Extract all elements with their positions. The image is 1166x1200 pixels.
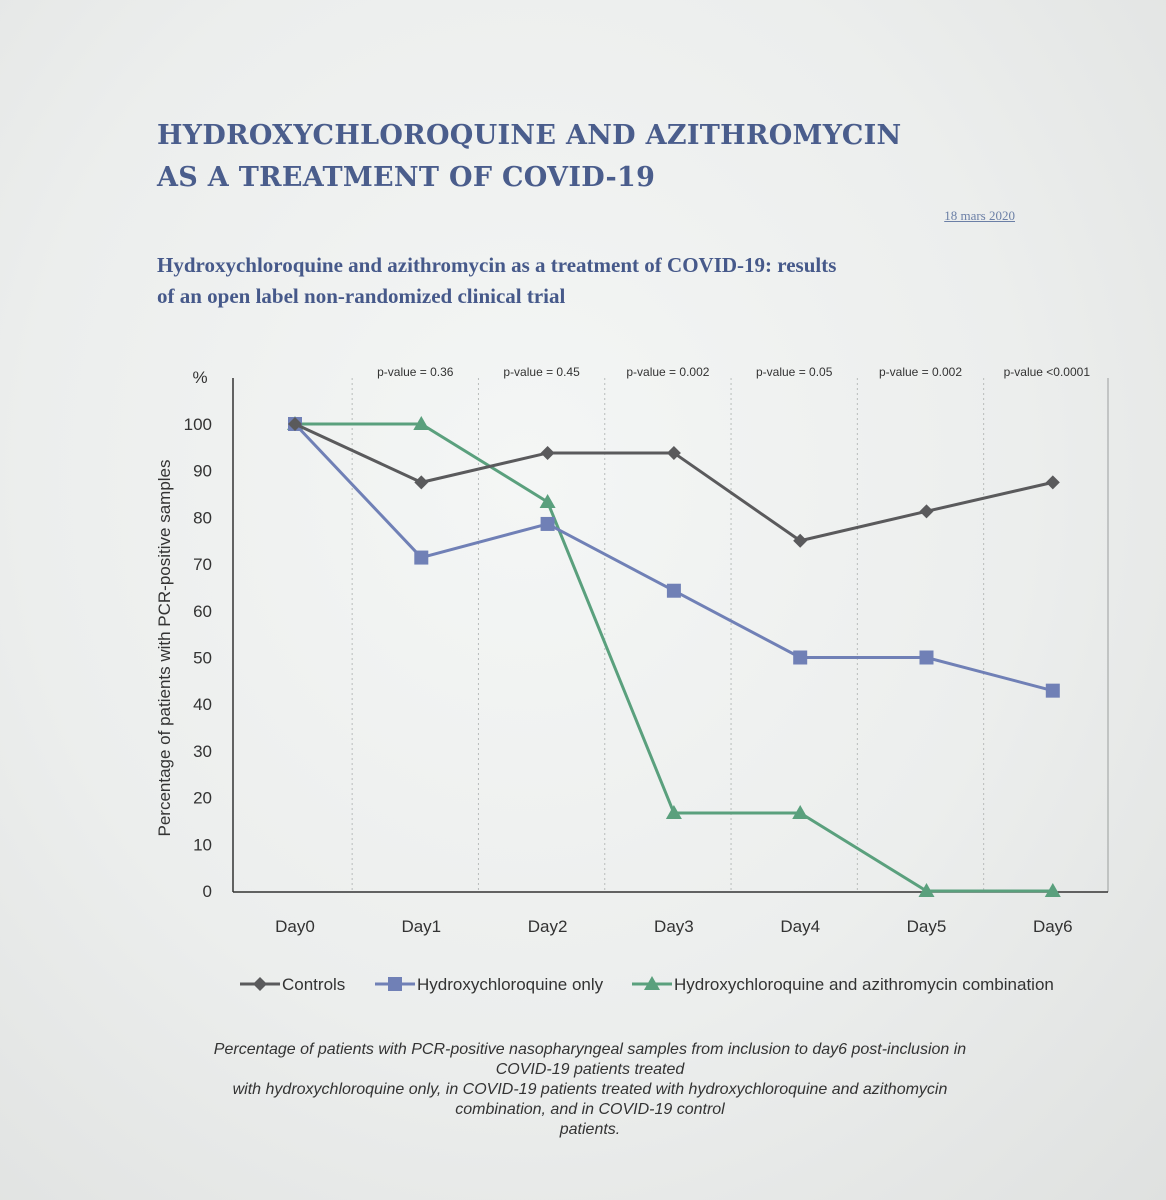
- title-line-2: AS A TREATMENT OF COVID-19: [157, 162, 656, 193]
- legend-marker: [644, 976, 660, 990]
- p-value-annotation: p-value = 0.002: [879, 365, 962, 379]
- p-value-annotation: p-value = 0.45: [503, 365, 580, 379]
- x-tick-label: Day3: [654, 917, 694, 936]
- data-point: [793, 650, 808, 665]
- title-line-1: HYDROXYCHLOROQUINE AND AZITHROMYCIN: [157, 120, 902, 151]
- series-line: [295, 422, 1053, 893]
- y-tick-label: 10: [193, 835, 212, 854]
- subtitle-line-1: Hydroxychloroquine and azithromycin as a…: [157, 253, 837, 277]
- caption-line-2: COVID-19 patients treated: [495, 1061, 685, 1078]
- figure-caption: Percentage of patients with PCR-positive…: [150, 1040, 1030, 1140]
- data-point: [1044, 883, 1061, 897]
- y-tick-label: 60: [193, 602, 212, 621]
- legend-label: Hydroxychloroquine and azithromycin comb…: [674, 975, 1054, 994]
- data-point: [919, 504, 934, 519]
- p-value-annotation: p-value <0.0001: [1004, 365, 1091, 379]
- x-tick-label: Day6: [1033, 917, 1073, 936]
- x-tick-label: Day1: [401, 917, 441, 936]
- series-line: [293, 422, 1054, 693]
- data-point: [540, 445, 555, 460]
- y-tick-label: 0: [203, 882, 212, 901]
- page-title: HYDROXYCHLOROQUINE AND AZITHROMYCIN AS A…: [157, 115, 1037, 199]
- x-tick-label: Day5: [907, 917, 947, 936]
- data-point: [540, 516, 555, 531]
- p-value-annotation: p-value = 0.05: [756, 365, 833, 379]
- y-tick-label: 100: [184, 415, 212, 434]
- caption-line-5: patients.: [559, 1121, 621, 1138]
- y-tick-label: 30: [193, 742, 212, 761]
- legend-label: Hydroxychloroquine only: [417, 975, 604, 994]
- publication-date[interactable]: 18 mars 2020: [944, 208, 1015, 223]
- data-point: [918, 883, 935, 897]
- y-tick-label: 50: [193, 649, 212, 668]
- data-point: [413, 416, 430, 430]
- article-subtitle: Hydroxychloroquine and azithromycin as a…: [157, 250, 1037, 312]
- legend-item: Controls: [240, 975, 345, 994]
- y-axis-title: Percentage of patients with PCR-positive…: [155, 459, 174, 836]
- data-point: [539, 493, 556, 508]
- legend-item: Hydroxychloroquine and azithromycin comb…: [632, 975, 1054, 994]
- y-tick-label: 70: [193, 555, 212, 574]
- pcr-positive-line-chart: % 0 10 20 30 40 50 60 70 80 90 100 Percentage of pat…: [155, 365, 1109, 994]
- p-value-annotation: p-value = 0.002: [626, 365, 709, 379]
- y-tick-label: 20: [193, 789, 212, 808]
- data-point: [666, 445, 681, 460]
- y-tick-label: 80: [193, 508, 212, 527]
- y-tick-label: 90: [193, 462, 212, 481]
- y-axis-unit: %: [192, 368, 207, 387]
- legend-item: Hydroxychloroquine only: [375, 975, 604, 994]
- caption-line-1: Percentage of patients with PCR-positive…: [213, 1041, 967, 1058]
- data-point: [288, 417, 302, 431]
- legend-label: Controls: [282, 975, 345, 994]
- data-point: [792, 805, 809, 820]
- data-point: [414, 550, 429, 565]
- x-tick-label: Day0: [275, 917, 315, 936]
- data-point: [1045, 683, 1060, 698]
- data-point: [1045, 475, 1060, 490]
- subtitle-line-2: of an open label non-randomized clinical…: [157, 284, 566, 308]
- data-point: [414, 475, 429, 490]
- data-point: [666, 583, 681, 598]
- caption-line-3: with hydroxychloroquine only, in COVID-1…: [232, 1081, 948, 1098]
- p-value-annotation: p-value = 0.36: [377, 365, 454, 379]
- legend-marker: [388, 977, 402, 991]
- series-line: [294, 422, 1054, 543]
- x-tick-label: Day4: [780, 917, 820, 936]
- data-point: [793, 533, 808, 548]
- caption-line-4: combination, and in COVID-19 control: [455, 1101, 725, 1118]
- legend-marker: [253, 977, 267, 991]
- x-tick-label: Day2: [528, 917, 568, 936]
- data-point: [665, 805, 682, 820]
- data-point: [919, 650, 934, 665]
- y-tick-label: 40: [193, 695, 212, 714]
- series-diamond: [288, 417, 1060, 548]
- series-triangle: [287, 416, 1061, 897]
